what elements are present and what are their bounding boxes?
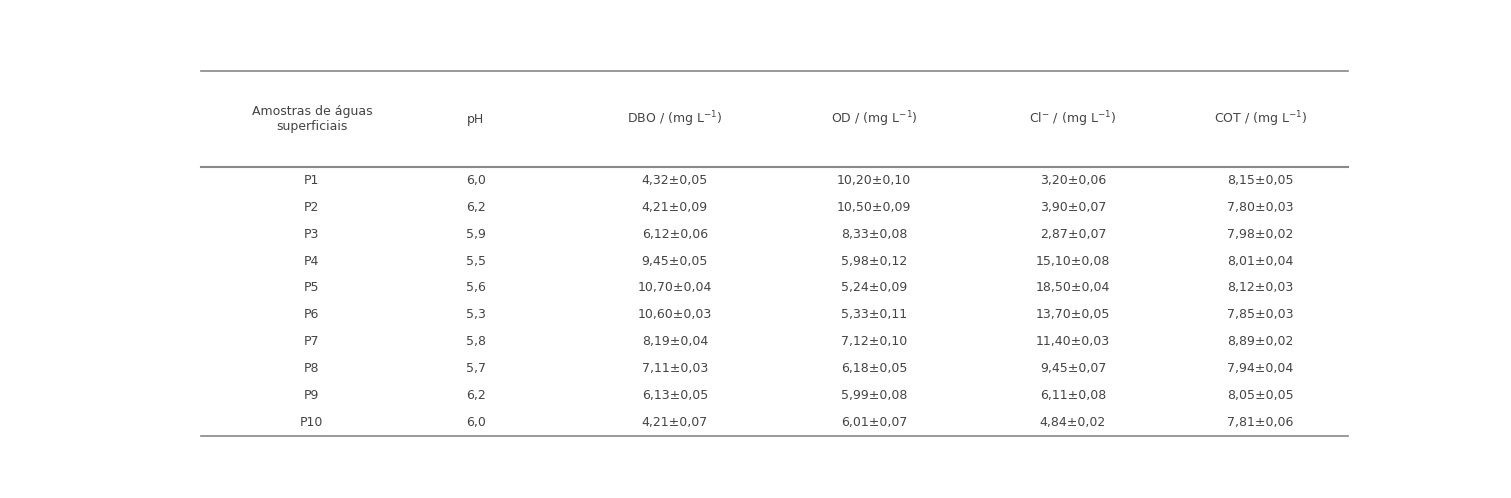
Text: P6: P6 [304, 308, 319, 321]
Text: pH: pH [467, 113, 485, 125]
Text: 3,20±0,06: 3,20±0,06 [1040, 174, 1106, 187]
Text: 7,11±0,03: 7,11±0,03 [642, 362, 709, 375]
Text: 8,33±0,08: 8,33±0,08 [840, 228, 907, 241]
Text: P3: P3 [304, 228, 319, 241]
Text: 10,60±0,03: 10,60±0,03 [638, 308, 712, 321]
Text: 11,40±0,03: 11,40±0,03 [1037, 335, 1111, 348]
Text: 5,98±0,12: 5,98±0,12 [840, 254, 907, 267]
Text: 13,70±0,05: 13,70±0,05 [1037, 308, 1111, 321]
Text: P8: P8 [304, 362, 320, 375]
Text: 6,12±0,06: 6,12±0,06 [642, 228, 709, 241]
Text: P7: P7 [304, 335, 320, 348]
Text: P2: P2 [304, 201, 319, 214]
Text: 8,12±0,03: 8,12±0,03 [1227, 281, 1293, 294]
Text: 6,01±0,07: 6,01±0,07 [840, 416, 907, 429]
Text: 7,85±0,03: 7,85±0,03 [1227, 308, 1293, 321]
Text: 5,99±0,08: 5,99±0,08 [840, 389, 907, 402]
Text: 5,6: 5,6 [465, 281, 485, 294]
Text: DBO / (mg L$^{-1}$): DBO / (mg L$^{-1}$) [627, 110, 722, 129]
Text: 6,0: 6,0 [465, 174, 485, 187]
Text: 7,81±0,06: 7,81±0,06 [1227, 416, 1293, 429]
Text: 10,50±0,09: 10,50±0,09 [837, 201, 911, 214]
Text: 3,90±0,07: 3,90±0,07 [1040, 201, 1106, 214]
Text: 5,24±0,09: 5,24±0,09 [840, 281, 907, 294]
Text: 5,8: 5,8 [465, 335, 485, 348]
Text: 7,80±0,03: 7,80±0,03 [1227, 201, 1293, 214]
Text: 5,3: 5,3 [465, 308, 485, 321]
Text: 9,45±0,07: 9,45±0,07 [1040, 362, 1106, 375]
Text: 8,89±0,02: 8,89±0,02 [1227, 335, 1293, 348]
Text: P9: P9 [304, 389, 319, 402]
Text: 8,15±0,05: 8,15±0,05 [1227, 174, 1293, 187]
Text: 7,98±0,02: 7,98±0,02 [1227, 228, 1293, 241]
Text: 6,11±0,08: 6,11±0,08 [1040, 389, 1106, 402]
Text: 5,9: 5,9 [465, 228, 485, 241]
Text: 10,20±0,10: 10,20±0,10 [837, 174, 911, 187]
Text: COT / (mg L$^{-1}$): COT / (mg L$^{-1}$) [1213, 110, 1307, 129]
Text: 6,0: 6,0 [465, 416, 485, 429]
Text: P4: P4 [304, 254, 319, 267]
Text: OD / (mg L$^{-1}$): OD / (mg L$^{-1}$) [831, 110, 917, 129]
Text: 7,94±0,04: 7,94±0,04 [1227, 362, 1293, 375]
Text: 2,87±0,07: 2,87±0,07 [1040, 228, 1106, 241]
Text: 10,70±0,04: 10,70±0,04 [638, 281, 712, 294]
Text: 18,50±0,04: 18,50±0,04 [1037, 281, 1111, 294]
Text: 8,01±0,04: 8,01±0,04 [1227, 254, 1293, 267]
Text: 6,13±0,05: 6,13±0,05 [642, 389, 709, 402]
Text: 8,19±0,04: 8,19±0,04 [642, 335, 709, 348]
Text: P10: P10 [301, 416, 323, 429]
Text: P1: P1 [304, 174, 319, 187]
Text: Cl$^{-}$ / (mg L$^{-1}$): Cl$^{-}$ / (mg L$^{-1}$) [1029, 110, 1117, 129]
Text: 5,7: 5,7 [465, 362, 485, 375]
Text: 4,32±0,05: 4,32±0,05 [642, 174, 709, 187]
Text: 5,33±0,11: 5,33±0,11 [840, 308, 907, 321]
Text: 7,12±0,10: 7,12±0,10 [840, 335, 907, 348]
Text: 6,2: 6,2 [465, 201, 485, 214]
Text: 4,21±0,09: 4,21±0,09 [642, 201, 709, 214]
Text: 8,05±0,05: 8,05±0,05 [1227, 389, 1293, 402]
Text: 15,10±0,08: 15,10±0,08 [1037, 254, 1111, 267]
Text: 6,2: 6,2 [465, 389, 485, 402]
Text: 9,45±0,05: 9,45±0,05 [642, 254, 709, 267]
Text: Amostras de águas
superficiais: Amostras de águas superficiais [251, 105, 372, 133]
Text: 6,18±0,05: 6,18±0,05 [840, 362, 907, 375]
Text: 5,5: 5,5 [465, 254, 485, 267]
Text: 4,84±0,02: 4,84±0,02 [1040, 416, 1106, 429]
Text: 4,21±0,07: 4,21±0,07 [642, 416, 709, 429]
Text: P5: P5 [304, 281, 320, 294]
